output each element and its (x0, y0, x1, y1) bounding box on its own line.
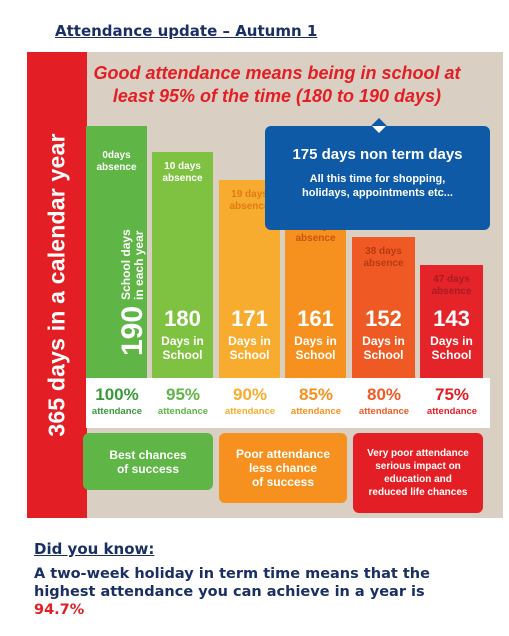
school-line: School (295, 348, 336, 362)
absence-count: 10 days (164, 161, 201, 172)
best-chances-line-1: Best chances (109, 447, 187, 462)
callout-down-arrow-icon (372, 126, 386, 133)
best-chances-line-2: of success (116, 461, 180, 476)
bar-absence-label: 38 days absence (352, 246, 415, 270)
days-in-school-label: Days in School (352, 334, 415, 362)
days-in-line: Days in (362, 334, 405, 348)
bar-days-value: 171 (231, 306, 268, 331)
headline-line-1: Good attendance means being in school at (93, 63, 461, 83)
poor-attendance-line-3: of success (251, 475, 315, 489)
page-heading: Attendance update – Autumn 1 (55, 22, 318, 40)
poster-headline: Good attendance means being in school at… (92, 62, 462, 108)
attendance-percent-value: 80% (366, 385, 402, 404)
absence-word: absence (229, 201, 270, 212)
absence-count: 47 days (433, 274, 470, 285)
poor-attendance-box: Poor attendance less chance of success (219, 433, 347, 503)
bar-days-value: 180 (164, 306, 201, 331)
poor-attendance-line-1: Poor attendance (235, 447, 331, 461)
very-poor-attendance-text: Very poor attendance serious impact on e… (367, 447, 469, 499)
poor-attendance-line-2: less chance (248, 461, 318, 475)
absence-word: absence (363, 258, 404, 269)
attendance-word: attendance (91, 406, 143, 417)
school-days-line-2: in each year (132, 230, 146, 300)
school-line: School (162, 348, 203, 362)
days-in-school-label: Days in School (285, 334, 346, 362)
bar-180-days: 10 days absence 180 Days in School (152, 152, 213, 378)
school-days-vertical: 190 School days in each year (116, 229, 150, 356)
days-in-school-label: Days in School (219, 334, 280, 362)
attendance-word: attendance (224, 406, 276, 417)
days-in-school-label: Days in School (152, 334, 213, 362)
bar-171-days: 19 days absence 171 Days in School (219, 180, 280, 378)
attendance-percent-value: 95% (165, 385, 201, 404)
very-poor-line-4: reduced life chances (368, 487, 468, 498)
attendance-percent-value: 75% (434, 385, 470, 404)
very-poor-line-3: education and (384, 474, 452, 485)
days-in-school-label: Days in School (420, 334, 483, 362)
days-in-line: Days in (294, 334, 337, 348)
non-term-days-subtitle: All this time for shopping, holidays, ap… (265, 172, 490, 200)
absence-word: absence (162, 173, 203, 184)
best-chances-text: Best chances of success (109, 448, 186, 476)
holiday-fact-percentage: 94.7% (34, 602, 85, 618)
very-poor-line-2: serious impact on (375, 461, 461, 472)
holiday-fact: A two-week holiday in term time means th… (34, 565, 494, 619)
school-days-label: School days in each year (119, 229, 146, 300)
non-term-line-1: All this time for shopping, (309, 173, 446, 185)
absence-count: 0days (102, 150, 131, 161)
bar-143-days: 47 days absence 143 Days in School (420, 265, 483, 378)
attendance-word: attendance (290, 406, 342, 417)
non-term-days-callout (265, 126, 490, 230)
attendance-percent-value: 100% (95, 385, 139, 404)
very-poor-attendance-box: Very poor attendance serious impact on e… (353, 433, 483, 513)
absence-word: absence (295, 233, 336, 244)
holiday-fact-text: A two-week holiday in term time means th… (34, 566, 430, 600)
bar-days-value: 161 (297, 306, 334, 331)
days-in-line: Days in (430, 334, 473, 348)
bar-190-days: 0days absence 190 School days in each ye… (86, 126, 150, 378)
bar-152-days: 38 days absence 152 Days in School (352, 237, 415, 378)
best-chances-box: Best chances of success (83, 433, 213, 490)
non-term-days-title: 175 days non term days (292, 146, 463, 163)
bar-absence-label: 0days absence (86, 150, 147, 174)
absence-word: absence (431, 286, 472, 297)
bar-days-value: 152 (365, 306, 402, 331)
headline-line-2: least 95% of the time (180 to 190 days) (112, 86, 442, 106)
attendance-word: attendance (426, 406, 478, 417)
bar-absence-label: 19 days absence (219, 189, 280, 213)
school-line: School (229, 348, 270, 362)
bar-161-days: 29 days absence 161 Days in School (285, 212, 346, 378)
days-in-line: Days in (161, 334, 204, 348)
bar-absence-label: 10 days absence (152, 161, 213, 185)
bar-days-value: 143 (433, 306, 470, 331)
attendance-word: attendance (157, 406, 209, 417)
absence-count: 38 days (365, 246, 402, 257)
absence-count: 19 days (231, 189, 268, 200)
bar-days-value: 190 (116, 305, 149, 356)
calendar-year-label: 365 days in a calendar year (43, 133, 70, 437)
attendance-percent-value: 90% (232, 385, 268, 404)
very-poor-line-1: Very poor attendance (367, 448, 469, 459)
poor-attendance-text: Poor attendance less chance of success (236, 447, 330, 489)
attendance-word: attendance (358, 406, 410, 417)
non-term-line-2: holidays, appointments etc... (302, 187, 453, 199)
days-in-line: Days in (228, 334, 271, 348)
school-line: School (431, 348, 472, 362)
did-you-know-heading: Did you know: (34, 540, 155, 558)
bar-absence-label: 47 days absence (420, 274, 483, 298)
absence-word: absence (96, 162, 137, 173)
attendance-percent-value: 85% (298, 385, 334, 404)
calendar-year-side-band (27, 52, 87, 518)
attendance-percentage-strip (86, 378, 490, 428)
school-line: School (363, 348, 404, 362)
